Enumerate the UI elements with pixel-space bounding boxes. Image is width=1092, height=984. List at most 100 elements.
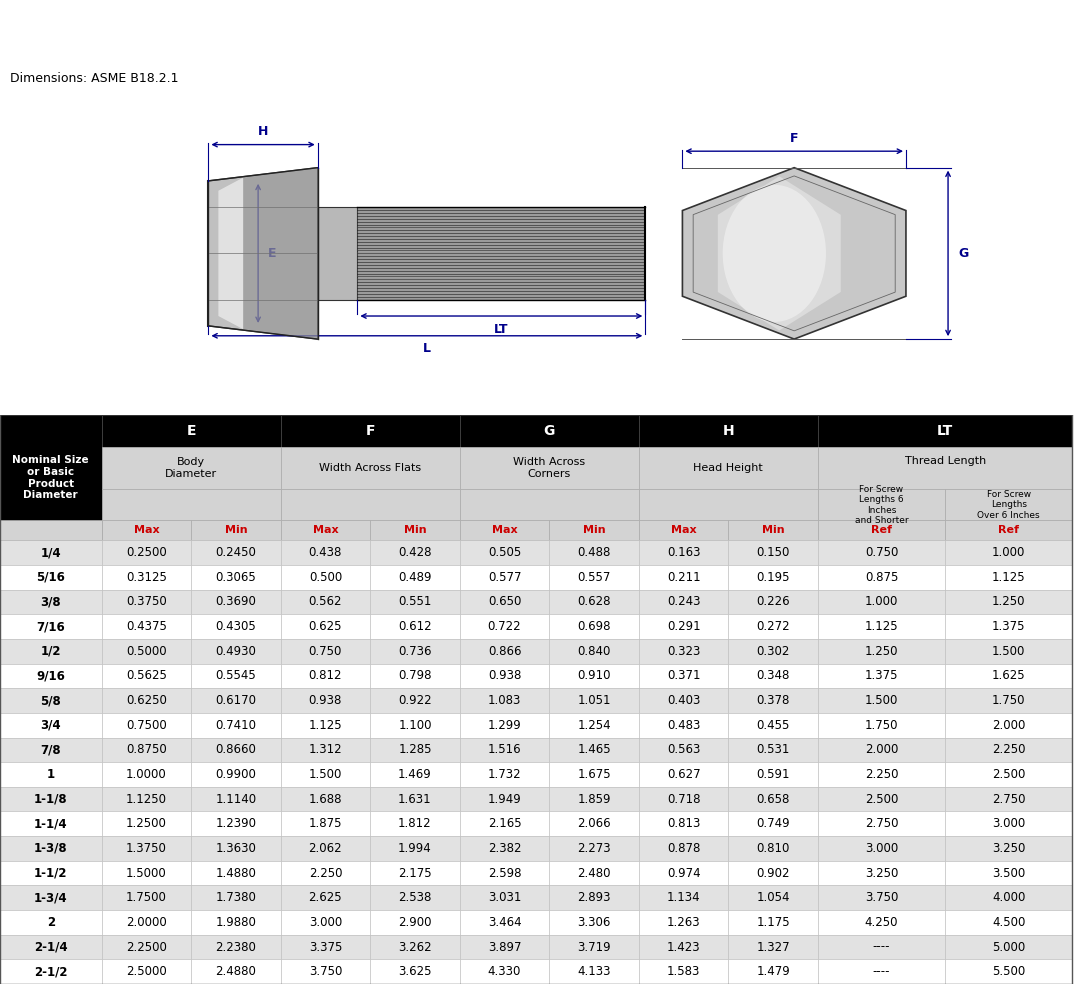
Bar: [0, 861, 102, 886]
Bar: [549, 886, 639, 910]
Bar: [191, 540, 281, 565]
Bar: [191, 565, 281, 589]
Bar: [370, 787, 460, 812]
Bar: [370, 910, 460, 935]
Bar: [0, 763, 102, 787]
Text: 3.000: 3.000: [309, 916, 342, 929]
Text: 2.000: 2.000: [865, 743, 899, 757]
Text: 1.3630: 1.3630: [215, 842, 257, 855]
Text: Min: Min: [762, 525, 784, 535]
Text: 0.910: 0.910: [578, 669, 610, 683]
Text: 1.051: 1.051: [578, 694, 610, 707]
Text: 1.125: 1.125: [992, 571, 1025, 584]
Text: 0.291: 0.291: [667, 620, 700, 633]
Text: 7/8: 7/8: [40, 743, 61, 757]
Text: 0.878: 0.878: [667, 842, 700, 855]
Bar: [191, 589, 281, 614]
Text: 0.226: 0.226: [757, 595, 790, 608]
Bar: [549, 959, 639, 984]
Text: 0.272: 0.272: [757, 620, 790, 633]
Text: 2.250: 2.250: [309, 867, 342, 880]
Text: 1.2390: 1.2390: [215, 818, 257, 830]
Text: 0.8750: 0.8750: [126, 743, 167, 757]
Bar: [370, 540, 460, 565]
Text: 0.302: 0.302: [757, 645, 790, 657]
Bar: [549, 565, 639, 589]
Text: Max: Max: [491, 525, 518, 535]
Bar: [728, 614, 818, 639]
Bar: [102, 565, 191, 589]
Polygon shape: [218, 177, 244, 330]
Bar: [945, 910, 1072, 935]
Bar: [549, 738, 639, 763]
Text: G: G: [958, 247, 969, 260]
Text: Width Across
Corners: Width Across Corners: [513, 457, 585, 478]
Text: 1.375: 1.375: [992, 620, 1025, 633]
Text: 0.722: 0.722: [488, 620, 521, 633]
Bar: [639, 447, 818, 489]
Text: 0.2450: 0.2450: [215, 546, 257, 559]
Bar: [728, 910, 818, 935]
Text: 0.627: 0.627: [667, 768, 700, 781]
Polygon shape: [717, 176, 841, 331]
Text: 0.840: 0.840: [578, 645, 610, 657]
Bar: [945, 886, 1072, 910]
Text: 0.489: 0.489: [399, 571, 431, 584]
Text: 1.375: 1.375: [865, 669, 899, 683]
Text: 3.000: 3.000: [865, 842, 898, 855]
Text: F: F: [366, 424, 375, 438]
Bar: [460, 415, 639, 447]
Bar: [639, 614, 728, 639]
Text: 1-1/4: 1-1/4: [34, 818, 68, 830]
Text: 0.150: 0.150: [757, 546, 790, 559]
Text: 0.195: 0.195: [757, 571, 790, 584]
Text: 2.750: 2.750: [992, 793, 1025, 806]
Bar: [818, 663, 945, 688]
Text: 0.4375: 0.4375: [126, 620, 167, 633]
Text: 1.625: 1.625: [992, 669, 1025, 683]
Bar: [370, 688, 460, 712]
Text: 1.631: 1.631: [399, 793, 431, 806]
Bar: [818, 910, 945, 935]
Bar: [370, 812, 460, 836]
Text: 9/16: 9/16: [36, 669, 66, 683]
Bar: [102, 910, 191, 935]
Bar: [818, 521, 945, 540]
Text: 0.3125: 0.3125: [126, 571, 167, 584]
Text: 3.500: 3.500: [993, 867, 1025, 880]
Bar: [945, 589, 1072, 614]
Bar: [102, 763, 191, 787]
Text: Head Height: Head Height: [693, 462, 763, 473]
Text: 1.500: 1.500: [309, 768, 342, 781]
Bar: [281, 565, 370, 589]
Bar: [945, 763, 1072, 787]
Text: 2.4880: 2.4880: [215, 965, 257, 978]
Bar: [549, 688, 639, 712]
Bar: [281, 688, 370, 712]
Text: 0.625: 0.625: [309, 620, 342, 633]
Bar: [370, 738, 460, 763]
Bar: [191, 688, 281, 712]
Text: 4.250: 4.250: [865, 916, 899, 929]
Bar: [728, 959, 818, 984]
Text: 4.500: 4.500: [992, 916, 1025, 929]
Bar: [102, 589, 191, 614]
Text: LT: LT: [937, 424, 953, 438]
Text: 0.483: 0.483: [667, 718, 700, 732]
Bar: [0, 712, 102, 738]
Bar: [818, 614, 945, 639]
Bar: [728, 521, 818, 540]
Bar: [281, 738, 370, 763]
Bar: [728, 565, 818, 589]
Text: H: H: [258, 125, 269, 138]
Bar: [945, 861, 1072, 886]
Text: 3.250: 3.250: [865, 867, 899, 880]
Bar: [728, 763, 818, 787]
Text: Max: Max: [133, 525, 159, 535]
Bar: [102, 614, 191, 639]
Bar: [639, 712, 728, 738]
Text: 3.464: 3.464: [488, 916, 521, 929]
Text: 0.7500: 0.7500: [126, 718, 167, 732]
Text: 1.812: 1.812: [399, 818, 431, 830]
Bar: [191, 521, 281, 540]
